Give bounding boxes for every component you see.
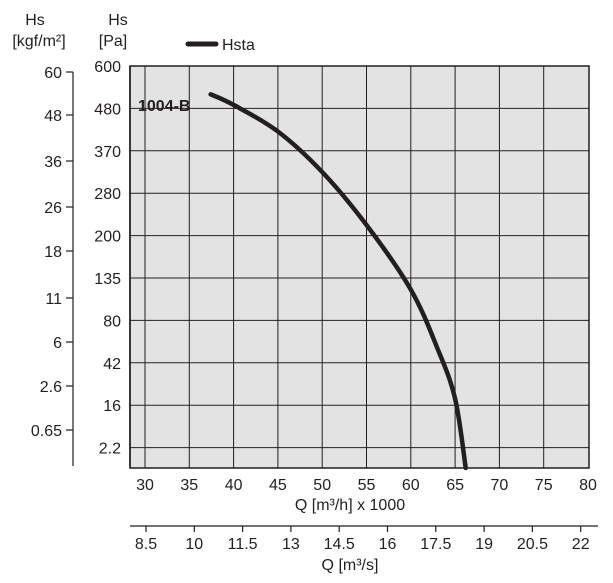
x2-tick-label: 17.5	[420, 536, 451, 553]
kgf-tick-label: 36	[44, 154, 62, 171]
x2-tick-label: 19	[475, 536, 493, 553]
pa-tick-label: 2.2	[99, 441, 121, 458]
pa-axis-ticks: 600 480 370 280 200 135 80 42 16 2.2	[94, 59, 121, 458]
x-tick-label: 35	[180, 477, 198, 494]
plot-area	[129, 65, 590, 469]
x-tick-label: 45	[269, 477, 287, 494]
x-tick-label: 55	[358, 477, 376, 494]
x-tick-label: 30	[136, 477, 154, 494]
x-axis-title-secondary: Q [m³/s]	[322, 557, 379, 574]
kgf-tick-label: 60	[44, 65, 62, 82]
curve-label-1004b: 1004-B	[138, 98, 190, 115]
legend-label-hsta: Hsta	[222, 37, 255, 54]
kgf-tick-label: 2.6	[40, 379, 62, 396]
pa-tick-label: 370	[94, 144, 121, 161]
x2-tick-label: 13	[282, 536, 300, 553]
x2-tick-label: 10	[185, 536, 203, 553]
series-line-hsta	[208, 92, 468, 471]
kgf-tick-label: 6	[53, 335, 62, 352]
x2-tick-label: 16	[379, 536, 397, 553]
x2-tick-label: 22	[572, 536, 590, 553]
x2-tick-label: 14.5	[324, 536, 355, 553]
x-tick-label: 65	[446, 477, 464, 494]
x-tick-label: 70	[491, 477, 509, 494]
x-axis-ticks: 30 35 40 45 50 55 60 65 70 75 80	[136, 477, 597, 494]
kgf-tick-label: 18	[44, 244, 62, 261]
secondary-x-axis-ticks: 8.5 10 11.5 13 14.5 16 17.5 19 20.5 22	[135, 526, 590, 553]
x-tick-label: 75	[535, 477, 553, 494]
kgf-axis-title-line1: Hs	[25, 12, 45, 29]
pa-tick-label: 135	[94, 271, 121, 288]
x2-tick-label: 20.5	[517, 536, 548, 553]
pa-tick-label: 16	[103, 398, 121, 415]
pa-tick-label: 42	[103, 356, 121, 373]
kgf-tick-label: 26	[44, 200, 62, 217]
x-tick-label: 40	[225, 477, 243, 494]
pa-axis-title-line2: [Pa]	[99, 33, 127, 50]
x-tick-label: 60	[402, 477, 420, 494]
pa-tick-label: 480	[94, 101, 121, 118]
grid-lines	[130, 66, 589, 468]
x2-tick-label: 8.5	[135, 536, 157, 553]
pa-tick-label: 280	[94, 186, 121, 203]
kgf-axis-ticks: 60 48 36 26 18 11 6 2.6 0.65	[31, 65, 73, 440]
x-axis-title-primary: Q [m³/h] x 1000	[295, 497, 405, 514]
kgf-tick-label: 0.65	[31, 423, 62, 440]
pa-tick-label: 200	[94, 229, 121, 246]
kgf-axis-title-line2: [kgf/m²]	[12, 33, 65, 50]
pa-tick-label: 80	[103, 313, 121, 330]
pa-tick-label: 600	[94, 59, 121, 76]
pa-axis-title-line1: Hs	[108, 12, 128, 29]
kgf-tick-label: 48	[44, 108, 62, 125]
x2-tick-label: 11.5	[228, 536, 258, 553]
x-tick-label: 80	[579, 477, 597, 494]
x-tick-label: 50	[313, 477, 331, 494]
kgf-tick-label: 11	[45, 291, 62, 308]
